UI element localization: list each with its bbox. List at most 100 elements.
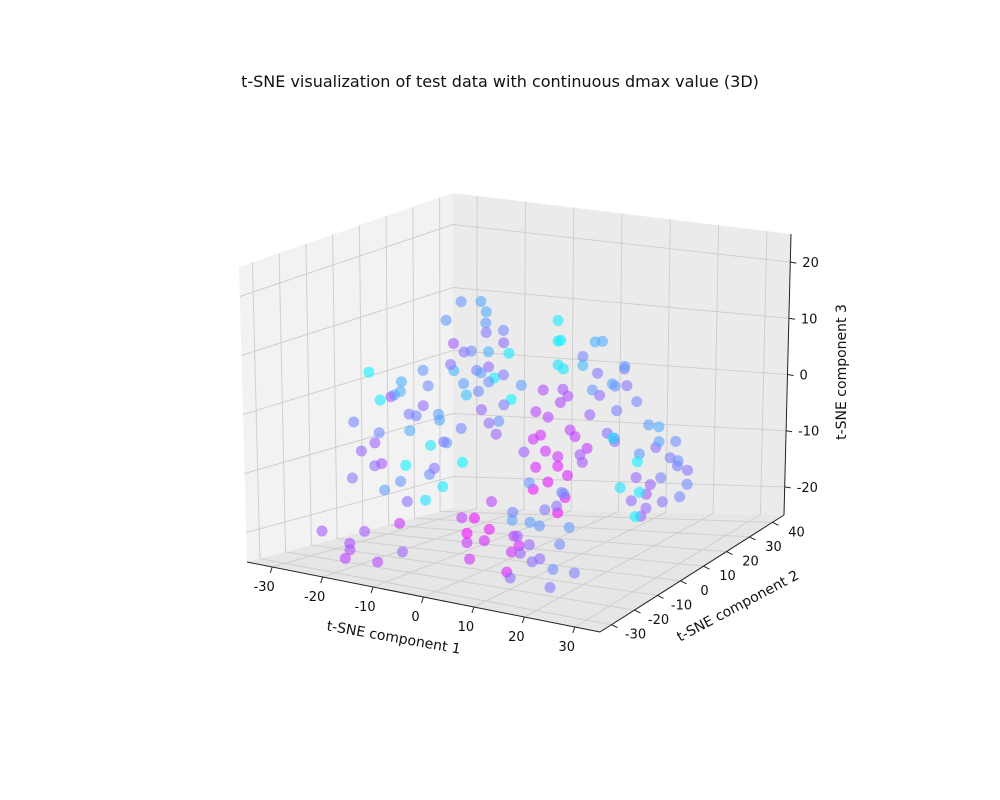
grid-line-y bbox=[412, 206, 750, 538]
grid-line-z bbox=[239, 223, 791, 297]
data-point bbox=[530, 461, 542, 473]
grid-line-x bbox=[524, 225, 720, 618]
z-tick-label: -10 bbox=[798, 425, 819, 440]
data-point bbox=[515, 379, 527, 391]
data-point bbox=[557, 363, 569, 375]
data-point bbox=[376, 458, 388, 470]
data-point bbox=[433, 408, 444, 420]
data-point bbox=[359, 525, 371, 537]
data-point bbox=[498, 337, 510, 349]
data-point bbox=[574, 449, 586, 461]
y-axis-label: t-SNE component 2 bbox=[674, 568, 801, 646]
data-point bbox=[653, 421, 665, 433]
data-point bbox=[400, 459, 412, 471]
data-point bbox=[556, 487, 568, 498]
data-point bbox=[490, 428, 502, 440]
data-point bbox=[672, 455, 684, 467]
data-point bbox=[609, 380, 621, 392]
data-point bbox=[417, 364, 429, 376]
z-tick bbox=[784, 486, 791, 489]
data-point bbox=[460, 389, 472, 401]
data-point bbox=[562, 470, 573, 481]
data-point bbox=[417, 400, 429, 412]
data-point bbox=[621, 380, 633, 392]
x-tick-label: 20 bbox=[508, 630, 525, 645]
data-point bbox=[369, 437, 381, 449]
data-point bbox=[480, 306, 492, 318]
axes-panes bbox=[239, 193, 791, 632]
floor-pane bbox=[247, 508, 784, 632]
grid-line-x bbox=[423, 213, 623, 598]
data-point bbox=[511, 530, 523, 542]
data-point bbox=[577, 351, 589, 362]
data-point bbox=[542, 411, 554, 423]
data-point bbox=[581, 442, 593, 454]
data-point bbox=[542, 476, 554, 488]
grid-line-z bbox=[241, 286, 789, 356]
data-point bbox=[523, 477, 535, 489]
data-point bbox=[493, 415, 505, 427]
data-point bbox=[455, 423, 467, 434]
data-point bbox=[475, 296, 487, 307]
data-point bbox=[461, 537, 473, 549]
data-point bbox=[625, 495, 637, 507]
data-point bbox=[530, 406, 542, 418]
data-point bbox=[555, 334, 567, 346]
grid-line-x bbox=[372, 207, 575, 588]
data-point bbox=[458, 378, 470, 390]
data-point bbox=[498, 324, 509, 336]
data-point bbox=[475, 367, 487, 379]
data-point bbox=[631, 396, 643, 408]
data-point bbox=[655, 472, 667, 484]
data-point bbox=[633, 486, 645, 498]
data-point bbox=[456, 512, 468, 524]
data-point bbox=[455, 296, 467, 308]
data-point bbox=[619, 360, 631, 372]
chart-title: t-SNE visualization of test data with co… bbox=[241, 72, 759, 91]
data-point bbox=[592, 367, 604, 379]
grid-line-y bbox=[439, 197, 773, 523]
data-point bbox=[564, 424, 576, 436]
data-point bbox=[346, 472, 358, 484]
y-tick bbox=[749, 536, 756, 541]
data-point bbox=[568, 567, 580, 579]
data-point bbox=[397, 546, 408, 558]
y-tick bbox=[657, 594, 664, 599]
data-point bbox=[682, 464, 693, 476]
data-point bbox=[448, 338, 459, 349]
z-tick-label: 20 bbox=[802, 256, 819, 271]
data-point bbox=[401, 496, 413, 507]
y-tick bbox=[772, 521, 779, 526]
data-point bbox=[363, 366, 375, 378]
data-point bbox=[422, 380, 434, 392]
data-point bbox=[480, 317, 492, 329]
data-point bbox=[316, 525, 328, 537]
data-point bbox=[644, 479, 656, 491]
y-tick-label: 0 bbox=[700, 584, 708, 599]
grid-line-y bbox=[385, 216, 727, 553]
z-tick bbox=[790, 261, 797, 264]
data-point bbox=[614, 482, 626, 494]
data-point bbox=[486, 496, 497, 508]
data-point bbox=[503, 347, 515, 359]
data-point bbox=[640, 502, 652, 514]
data-point bbox=[425, 439, 437, 451]
data-point bbox=[524, 516, 536, 528]
data-point bbox=[394, 386, 406, 397]
data-point bbox=[394, 517, 406, 529]
x-tick bbox=[471, 606, 475, 614]
data-point bbox=[465, 345, 477, 357]
x-tick-label: 0 bbox=[411, 610, 419, 625]
data-point bbox=[537, 384, 549, 396]
data-point bbox=[552, 315, 564, 326]
data-point bbox=[670, 435, 682, 447]
data-point bbox=[438, 436, 450, 448]
data-point bbox=[473, 385, 484, 397]
grid-line-y bbox=[332, 234, 681, 582]
x-tick-label: -30 bbox=[254, 580, 275, 595]
grid-line-x bbox=[473, 219, 671, 608]
x-tick bbox=[269, 566, 273, 574]
data-point bbox=[410, 410, 422, 422]
data-point bbox=[557, 383, 569, 395]
data-point bbox=[535, 429, 547, 441]
